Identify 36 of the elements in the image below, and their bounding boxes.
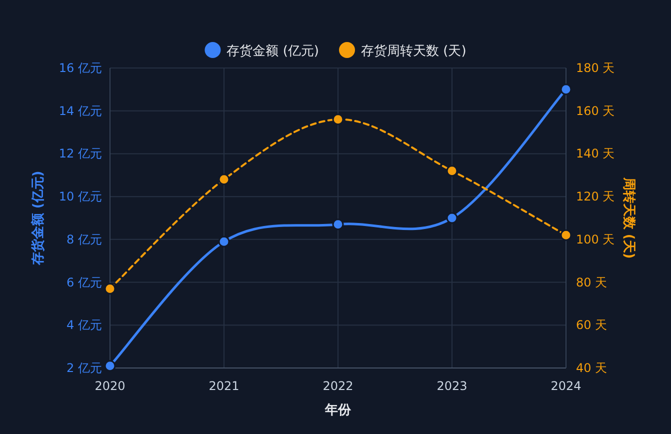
x-tick-label: 2020 (94, 379, 126, 393)
y-tick-label: 4 亿元 (66, 318, 102, 332)
point (446, 212, 458, 224)
point (218, 174, 230, 186)
point (218, 236, 230, 248)
point (446, 165, 458, 177)
point (560, 84, 572, 96)
y2-tick-label: 40 天 (576, 361, 608, 375)
y-tick-label: 6 亿元 (66, 275, 102, 290)
y-axis-title: 存货金额 (亿元) (30, 170, 46, 266)
point (560, 229, 572, 241)
y2-tick-label: 140 天 (576, 146, 615, 161)
legend-label: 存货金额 (亿元) (226, 44, 319, 59)
y-tick-label: 14 亿元 (58, 104, 102, 118)
x-axis-title: 年份 (324, 403, 352, 418)
x-tick-label: 2022 (322, 379, 354, 393)
y2-tick-label: 120 天 (576, 190, 615, 204)
y-tick-label: 12 亿元 (58, 146, 102, 161)
y2-tick-label: 160 天 (576, 104, 615, 118)
point (332, 114, 344, 126)
x-tick-label: 2024 (550, 379, 582, 393)
y2-tick-label: 80 天 (576, 275, 608, 290)
y-tick-label: 8 亿元 (66, 232, 102, 246)
y2-tick-label: 180 天 (576, 61, 615, 75)
point (332, 218, 344, 230)
x-tick-label: 2021 (208, 379, 240, 393)
y2-tick-label: 100 天 (576, 232, 615, 246)
point (104, 282, 116, 294)
legend-label: 存货周转天数 (天) (361, 44, 466, 59)
y-tick-label: 2 亿元 (66, 361, 102, 375)
y-tick-label: 16 亿元 (58, 61, 102, 75)
y2-tick-label: 60 天 (576, 318, 608, 332)
y-tick-label: 10 亿元 (58, 190, 102, 204)
y2-axis-title: 周转天数 (天) (621, 176, 636, 259)
x-tick-label: 2023 (436, 379, 468, 393)
point (104, 360, 116, 372)
